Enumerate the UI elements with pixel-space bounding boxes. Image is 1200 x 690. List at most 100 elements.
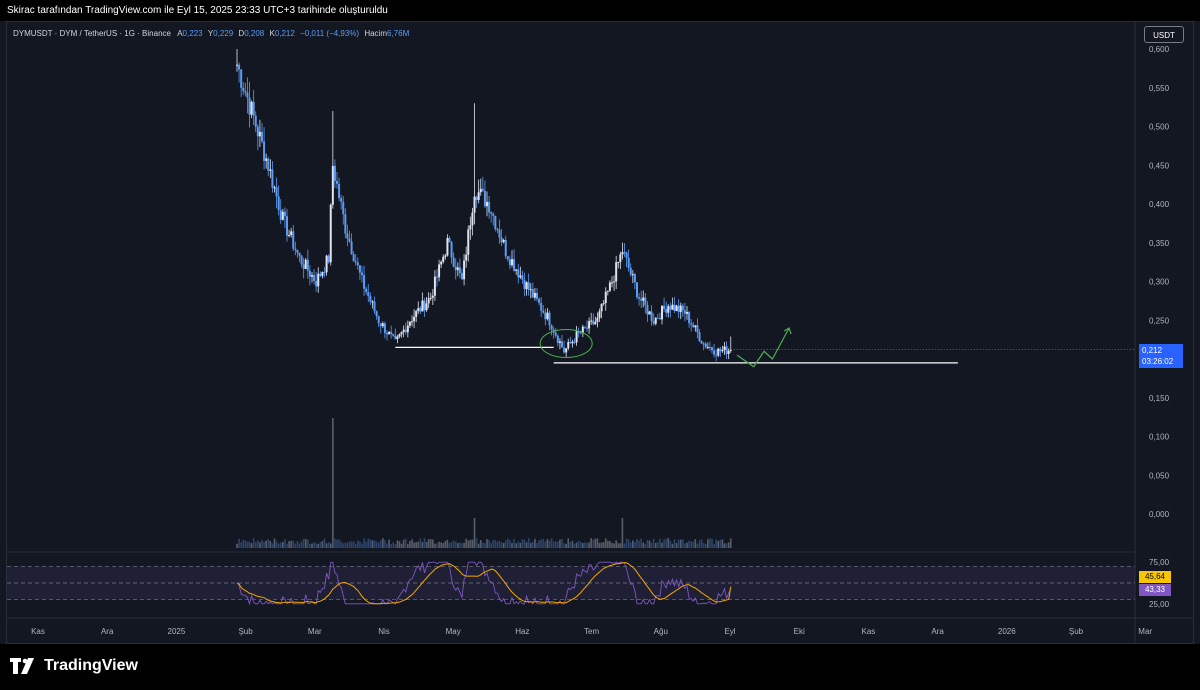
candle-body	[575, 331, 578, 343]
candle-body	[369, 296, 372, 302]
candle-body	[346, 233, 349, 239]
candle-body	[390, 331, 393, 334]
candle-body	[429, 297, 432, 299]
price-axis-label: 0,150	[1149, 394, 1170, 403]
volume-bar	[277, 543, 280, 548]
time-axis-label: Şub	[1069, 627, 1084, 636]
candle-body	[577, 331, 580, 333]
candle-body	[490, 212, 493, 214]
volume-bar	[450, 542, 453, 548]
volume-bar	[486, 539, 488, 548]
time-axis-label: May	[446, 627, 461, 636]
volume-bar	[298, 543, 301, 548]
candle-body	[342, 201, 345, 215]
volume-bar	[582, 543, 584, 548]
volume-bar	[413, 542, 415, 548]
candle-body	[538, 298, 541, 304]
volume-bar	[698, 540, 701, 548]
candle-body	[479, 188, 482, 193]
footer-bar: TradingView	[0, 644, 1200, 690]
candle-body	[581, 326, 584, 333]
candle-body	[669, 306, 672, 310]
price-chart[interactable]: 0,600 0,550 0,500 0,450 0,400 0,350 0,300 0,250…	[7, 22, 1193, 643]
volume-bar	[552, 541, 555, 548]
candle-body	[636, 282, 638, 298]
chart-area[interactable]: 0,600 0,550 0,500 0,450 0,400 0,350 0,300 0,250…	[6, 21, 1194, 644]
volume-bar	[711, 538, 713, 548]
candle-body	[286, 216, 288, 236]
volume-bar	[702, 543, 705, 548]
volume-bar	[525, 542, 528, 548]
tradingview-brand[interactable]: TradingView	[10, 657, 138, 675]
candle-body	[258, 131, 261, 137]
candle-body	[386, 333, 388, 335]
candle-body	[311, 275, 313, 277]
volume-bar	[713, 543, 715, 548]
candle-body	[352, 254, 355, 262]
volume-bar	[369, 539, 372, 548]
volume-bar	[238, 538, 240, 548]
candle-body	[277, 196, 280, 211]
candle-body	[554, 332, 557, 336]
candle-body	[294, 248, 297, 250]
volume-bar	[390, 543, 392, 548]
volume-bar	[642, 542, 645, 548]
candle-body	[646, 304, 649, 315]
volume-bar	[454, 541, 457, 548]
volume-bar	[265, 540, 267, 548]
volume-bar	[344, 542, 347, 548]
candle-body	[573, 341, 576, 343]
candle-body	[654, 317, 657, 324]
candle-body	[629, 267, 632, 275]
tradingview-logo-icon	[10, 658, 34, 674]
volume-bar	[286, 543, 288, 548]
candle-body	[415, 311, 418, 317]
candle-body	[483, 190, 486, 207]
volume-bar	[613, 543, 615, 548]
currency-button[interactable]: USDT	[1144, 26, 1184, 43]
candle-body	[692, 324, 695, 328]
candle-body	[686, 312, 688, 314]
low-highlight-ellipse	[539, 329, 593, 358]
candle-body	[456, 267, 459, 271]
volume-bar	[577, 540, 580, 548]
volume-bar	[500, 542, 503, 548]
volume-bar	[315, 543, 317, 548]
rsi-line	[236, 561, 732, 606]
candle-body	[513, 259, 516, 271]
candle-body	[467, 229, 470, 255]
last-price-value: 0,212	[1142, 346, 1163, 355]
volume-bar	[634, 541, 636, 548]
volume-bar	[415, 542, 417, 548]
price-axis-label: 0,250	[1149, 316, 1170, 325]
volume-bar	[654, 543, 657, 548]
candle-body	[611, 282, 613, 284]
candle-body	[565, 348, 568, 353]
candle-body	[656, 317, 659, 319]
candle-body	[486, 201, 488, 207]
volume-bar	[590, 538, 592, 548]
candle-body	[671, 304, 674, 310]
symbol-title[interactable]: DYMUSDT · DYM / TetherUS · 1G · Binance	[13, 29, 171, 38]
candle-body	[519, 275, 522, 278]
volume-bar	[521, 539, 524, 548]
volume-bar	[373, 540, 376, 548]
time-axis-label: Şub	[238, 627, 253, 636]
volume-bar	[459, 542, 461, 548]
volume-bar	[502, 542, 505, 548]
volume-bar	[657, 541, 659, 548]
volume-bar	[411, 539, 413, 548]
candle-body	[600, 304, 603, 312]
candle-body	[365, 288, 368, 293]
volume-bar	[329, 543, 332, 548]
snapshot-caption: Skirac tarafından TradingView.com ile Ey…	[0, 0, 1200, 21]
candle-body	[288, 234, 291, 236]
candle-body	[558, 341, 561, 343]
volume-bar	[579, 541, 582, 548]
volume-bar	[609, 541, 611, 548]
time-axis-label: Haz	[515, 627, 529, 636]
volume-bar	[427, 539, 430, 548]
candle-body	[523, 279, 526, 290]
candle-body	[356, 262, 359, 266]
volume-bar	[700, 539, 703, 548]
